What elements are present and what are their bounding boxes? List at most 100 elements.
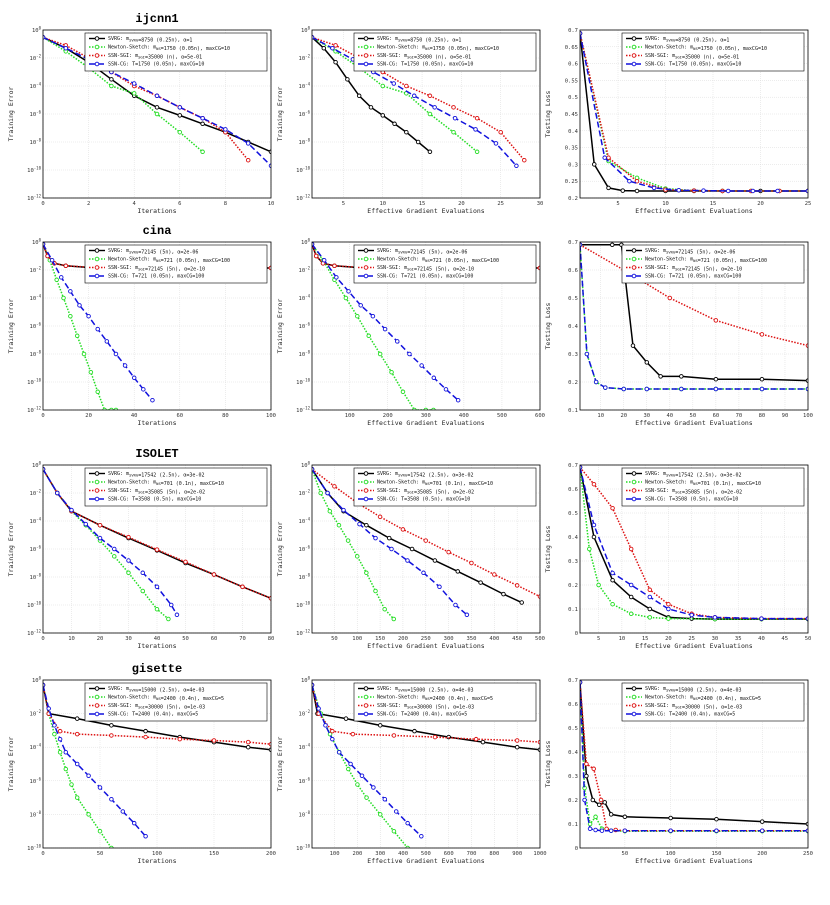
- legend-label-svrg: SVRG: mSVRG=17542 (2.5n), α=3e-02: [645, 471, 741, 479]
- legend-label-newton: Newton-Sketch: mNS=701 (0.1n), maxCG=10: [645, 480, 761, 488]
- legend-label-newton: Newton-Sketch: mNS=721 (0.05n), maxCG=10…: [377, 257, 499, 265]
- data-point-ssnsgi: [446, 549, 451, 555]
- data-point-ssncg: [141, 387, 146, 392]
- data-point-newton: [81, 351, 87, 357]
- data-point-svrg: [713, 376, 719, 382]
- legend-marker-svrg: [363, 36, 369, 41]
- legend-label-ssnsgi: SSN-SGI: mSGI=35000 (n), α=5e-01: [377, 53, 471, 61]
- data-point-ssncg: [464, 612, 470, 618]
- data-point-ssnsgi: [713, 318, 719, 323]
- x-tick-label: 40: [154, 636, 161, 642]
- data-point-ssncg: [443, 387, 449, 392]
- x-tick-label: 10: [268, 201, 275, 207]
- legend-marker-ssnsgi: [631, 53, 637, 58]
- data-point-ssncg: [644, 386, 650, 392]
- y-tick-label: 100: [32, 238, 42, 247]
- x-tick-label: 400: [489, 636, 499, 642]
- chart-panel-r2-c1: 50 100 150 200 250 300 350 400 450 500 10-12 10-10 1…: [276, 461, 545, 651]
- data-point-ssncg: [336, 750, 342, 755]
- x-tick-label: 30: [712, 636, 719, 642]
- data-point-svrg: [455, 569, 461, 574]
- y-tick-label: 0.1: [568, 408, 578, 414]
- x-tick-label: 30: [537, 201, 544, 207]
- y-tick-label: 10-8: [299, 350, 311, 359]
- data-point-ssncg: [131, 375, 137, 381]
- series-group: [312, 35, 527, 169]
- data-point-newton: [154, 606, 160, 612]
- data-point-svrg: [514, 744, 520, 750]
- data-point-svrg: [602, 800, 607, 805]
- y-tick-label: 10-4: [30, 743, 42, 752]
- data-point-ssnsgi: [154, 547, 160, 552]
- data-point-newton: [666, 616, 671, 621]
- data-point-newton: [366, 333, 371, 339]
- panel-title: gisette: [132, 662, 182, 676]
- data-point-svrg: [759, 819, 765, 824]
- data-point-ssncg: [712, 615, 718, 620]
- legend: SVRG: mSVRG=8750 (0.25n), α=1Newton-Sket…: [621, 32, 805, 72]
- y-tick-label: 10-2: [30, 709, 42, 718]
- y-axis-label: Testing Loss: [544, 90, 552, 137]
- legend-marker-ssncg: [631, 61, 637, 67]
- legend-label-newton: Newton-Sketch: mNS=2400 (0.4n), maxCG=5: [377, 695, 493, 703]
- series-group: [312, 466, 540, 622]
- data-point-newton: [628, 611, 634, 617]
- data-point-ssncg: [223, 127, 228, 132]
- data-point-ssncg: [143, 834, 148, 839]
- x-tick-label: 10: [619, 636, 626, 642]
- data-point-newton: [596, 582, 601, 588]
- legend: SVRG: mSVRG=17542 (2.5n), α=3e-02Newton-…: [353, 467, 537, 507]
- y-axis-label: Training Error: [276, 87, 284, 142]
- data-point-ssncg: [714, 828, 719, 833]
- data-point-newton: [54, 277, 59, 283]
- y-tick-label: 0.4: [568, 535, 579, 541]
- x-tick-label: 10: [662, 201, 669, 207]
- x-tick-label: 250: [421, 636, 431, 642]
- y-tick-label: 10-10: [27, 166, 41, 175]
- x-tick-label: 10: [597, 413, 604, 419]
- data-point-svrg: [404, 129, 409, 135]
- data-point-svrg: [432, 558, 438, 563]
- data-point-ssnsgi: [240, 584, 245, 590]
- plot-frame: [311, 679, 541, 849]
- x-axis-label: Effective Gradient Evaluations: [367, 207, 484, 215]
- legend-marker-ssnsgi: [363, 265, 369, 270]
- y-tick-label: 10-8: [299, 573, 311, 582]
- x-tick-label: 8: [224, 201, 227, 207]
- data-point-svrg: [644, 360, 650, 365]
- data-point-ssncg: [86, 313, 91, 319]
- x-axis-label: Iterations: [137, 857, 176, 865]
- legend-label-ssncg: SSN-CG: T=1750 (0.05n), maxCG=10: [645, 62, 741, 68]
- x-axis-label: Effective Gradient Evaluations: [635, 207, 752, 215]
- data-point-ssncg: [55, 490, 60, 496]
- y-tick-label: 0.3: [568, 162, 578, 168]
- legend-label-ssncg: SSN-CG: T=2400 (0.4n), maxCG=5: [645, 712, 735, 718]
- data-point-ssncg: [421, 570, 426, 576]
- legend-label-svrg: SVRG: mSVRG=72145 (5n), α=2e-06: [645, 248, 735, 256]
- data-point-ssncg: [77, 303, 82, 308]
- legend-label-ssnsgi: SSN-SGI: mSGI=72145 (5n), α=2e-10: [645, 265, 742, 273]
- y-axis-label: Training Error: [276, 299, 284, 354]
- plot-frame: [579, 464, 809, 634]
- y-tick-label: 0.5: [568, 726, 578, 732]
- data-point-ssncg: [122, 363, 128, 368]
- y-tick-label: 0.35: [565, 146, 578, 152]
- y-axis-label: Training Error: [7, 522, 15, 577]
- data-point-ssnsgi: [268, 596, 271, 601]
- x-axis-label: Effective Gradient Evaluations: [367, 857, 484, 865]
- series-line-ssncg: [580, 33, 808, 192]
- x-tick-label: 5: [597, 636, 600, 642]
- x-tick-label: 4: [133, 201, 137, 207]
- y-tick-label: 10-2: [30, 54, 42, 63]
- legend-marker-ssnsgi: [94, 265, 100, 270]
- data-point-ssncg: [621, 386, 627, 392]
- data-point-ssncg: [627, 178, 632, 184]
- x-tick-label: 200: [757, 851, 767, 857]
- x-tick-label: 15: [642, 636, 649, 642]
- data-point-ssncg: [359, 773, 365, 778]
- data-point-ssncg: [348, 761, 353, 767]
- y-tick-label: 10-10: [27, 601, 41, 610]
- legend: SVRG: mSVRG=17542 (2.5n), α=3e-02Newton-…: [621, 467, 805, 507]
- data-point-ssnsgi: [211, 572, 217, 577]
- data-point-ssnsgi: [423, 538, 429, 543]
